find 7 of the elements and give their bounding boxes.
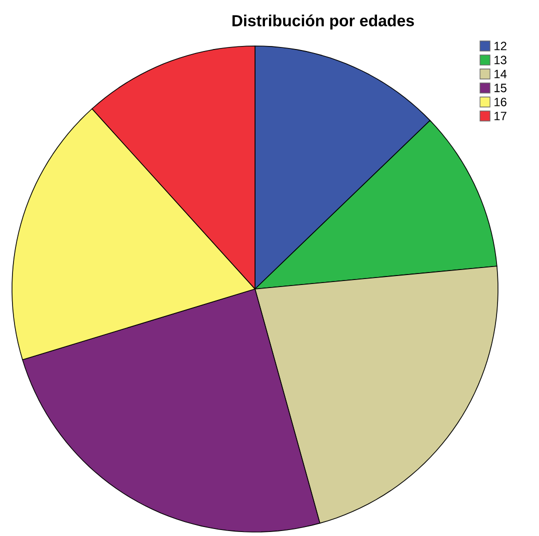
legend-label: 13 [494,56,506,64]
chart-title: Distribución por edades [232,14,414,30]
legend-label: 15 [494,84,506,92]
legend-label: 12 [494,42,506,50]
legend-label: 16 [494,98,506,106]
legend-label: 17 [494,112,506,120]
legend-label: 14 [494,70,507,78]
